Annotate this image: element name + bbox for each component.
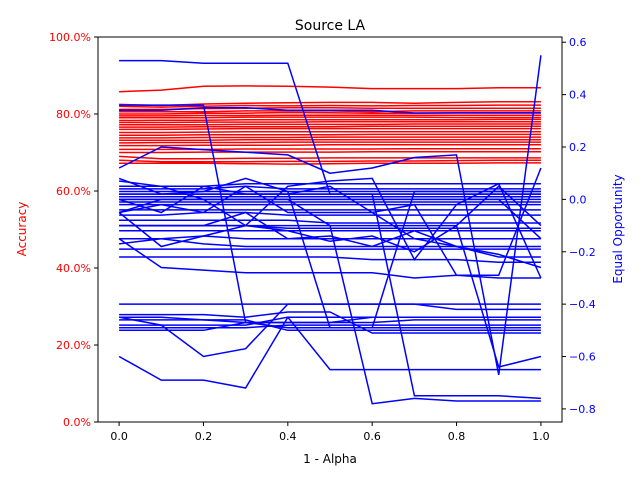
x-tick-label: 0.0 [110, 430, 128, 443]
equal-opportunity-line-28 [118, 238, 541, 279]
right-tick-label: 0.4 [569, 89, 587, 102]
accuracy-line-22 [119, 155, 541, 160]
plot-lines [118, 55, 542, 405]
equal-opportunity-line-27 [119, 256, 541, 263]
equal-opportunity-line-25 [119, 237, 541, 248]
equal-opportunity-line-30 [119, 303, 541, 311]
accuracy-line-24 [119, 162, 541, 165]
accuracy-line-10 [119, 120, 541, 124]
plot-frame [97, 36, 563, 423]
left-tick-label: 20.0% [56, 339, 91, 352]
equal-opportunity-line-6 [119, 185, 541, 190]
accuracy-line-21 [119, 150, 541, 154]
accuracy-line-7 [119, 114, 541, 117]
accuracy-line-12 [119, 125, 541, 128]
left-tick-label: 60.0% [56, 185, 91, 198]
equal-opportunity-line-32 [118, 316, 541, 389]
equal-opportunity-line-37 [119, 316, 541, 371]
equal-opportunity-line-40 [119, 193, 541, 400]
left-y-axis: 0.0% 20.0% 40.0% 60.0% 80.0% 100.0% [49, 31, 98, 429]
accuracy-line-1 [119, 85, 541, 93]
accuracy-line-11 [119, 123, 541, 126]
right-tick-label: 0.2 [569, 141, 587, 154]
equal-opportunity-line-20 [118, 185, 542, 253]
right-tick-label: −0.4 [569, 298, 596, 311]
x-tick-label: 0.4 [279, 430, 297, 443]
equal-opportunity-line-36 [119, 319, 541, 332]
right-tick-label: −0.8 [569, 403, 596, 416]
right-y-axis-label: Equal Opportunity [611, 174, 625, 283]
equal-opportunity-line-39 [119, 224, 542, 368]
chart-title: Source LA [295, 18, 366, 34]
left-tick-label: 100.0% [49, 31, 91, 44]
accuracy-line-18 [119, 141, 541, 144]
x-tick-label: 0.8 [448, 430, 466, 443]
accuracy-line-3 [119, 104, 541, 108]
left-tick-label: 0.0% [63, 416, 91, 429]
equal-opportunity-line-41 [118, 198, 542, 240]
accuracy-line-9 [119, 118, 541, 122]
right-tick-label: 0.6 [569, 36, 587, 49]
right-tick-label: 0.0 [569, 193, 587, 206]
accuracy-line-13 [119, 127, 541, 131]
equal-opportunity-line-3 [119, 106, 541, 114]
accuracy-line-16 [119, 136, 541, 139]
equal-opportunity-line-16 [119, 219, 541, 224]
left-tick-label: 80.0% [56, 108, 91, 121]
x-tick-label: 0.6 [363, 430, 381, 443]
right-tick-label: −0.2 [569, 246, 596, 259]
accuracy-line-14 [119, 130, 541, 134]
equal-opportunity-line-23 [118, 185, 541, 258]
accuracy-line-8 [119, 116, 541, 119]
x-tick-label: 1.0 [532, 430, 550, 443]
left-y-axis-label: Accuracy [15, 202, 29, 257]
right-y-axis: −0.8 −0.6 −0.4 −0.2 0.0 0.2 0.4 0.6 [562, 36, 596, 416]
equal-opportunity-line-15 [119, 211, 541, 216]
equal-opportunity-line-34 [119, 324, 541, 329]
right-tick-label: −0.6 [569, 351, 596, 364]
equal-opportunity-line-5 [119, 182, 541, 188]
equal-opportunity-line-33 [119, 311, 541, 334]
left-tick-label: 40.0% [56, 262, 91, 275]
x-axis: 0.0 0.2 0.4 0.6 0.8 1.0 [110, 422, 550, 443]
accuracy-line-19 [119, 144, 541, 147]
equal-opportunity-line-35 [119, 316, 541, 329]
accuracy-line-15 [119, 133, 541, 136]
accuracy-line-23 [119, 159, 541, 163]
x-tick-label: 0.2 [195, 430, 213, 443]
equal-opportunity-line-19 [119, 235, 541, 240]
x-axis-label: 1 - Alpha [303, 452, 357, 466]
